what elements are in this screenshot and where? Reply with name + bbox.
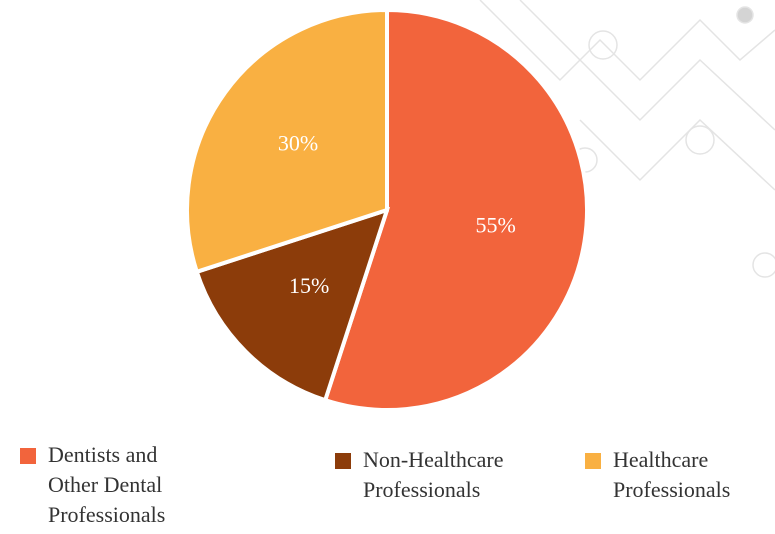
- pie: 55% 15% 30%: [187, 10, 587, 410]
- value-label: 30%: [278, 130, 318, 155]
- legend-item: Healthcare Professionals: [585, 445, 775, 505]
- legend-swatch: [585, 453, 601, 469]
- page: 55% 15% 30% Dentists and Other Dental Prof…: [0, 0, 775, 534]
- legend-swatch: [20, 448, 36, 464]
- legend-item: Non-Healthcare Professionals: [335, 445, 553, 505]
- value-label: 15%: [289, 273, 329, 298]
- legend-swatch: [335, 453, 351, 469]
- value-label: 55%: [475, 212, 515, 237]
- legend-label: Healthcare Professionals: [613, 445, 775, 505]
- legend-item: Dentists and Other Dental Professionals: [20, 440, 198, 530]
- legend-label: Non-Healthcare Professionals: [363, 445, 553, 505]
- legend-label: Dentists and Other Dental Professionals: [48, 440, 198, 530]
